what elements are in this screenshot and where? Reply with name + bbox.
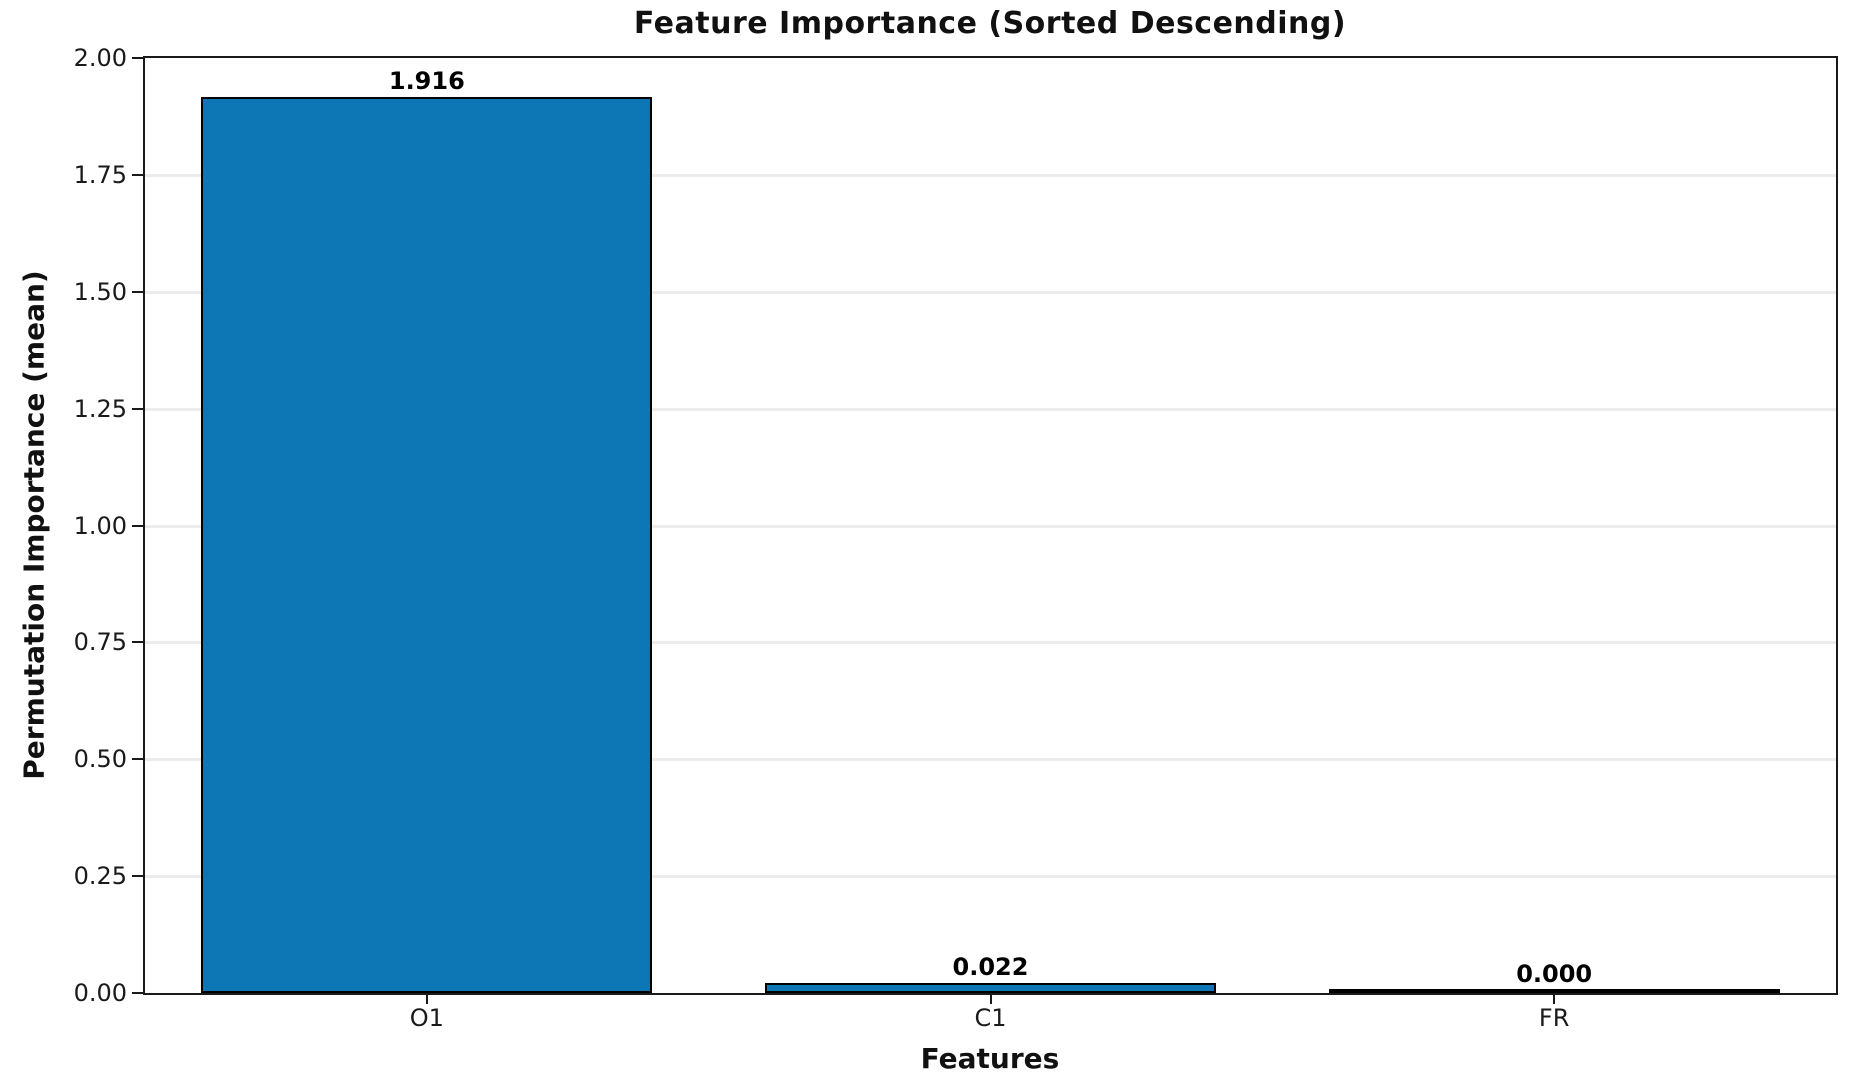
y-tick-label: 0.25	[73, 862, 127, 891]
x-tick-label: O1	[409, 1004, 444, 1032]
plot-area	[143, 56, 1838, 995]
y-tick-label: 1.75	[73, 160, 127, 189]
bar-value-label: 1.916	[388, 67, 465, 95]
gridline	[145, 758, 1836, 762]
gridline	[145, 875, 1836, 879]
y-tick-mark	[132, 875, 144, 878]
gridline	[145, 290, 1836, 294]
gridline	[145, 173, 1836, 177]
x-axis-label: Features	[920, 1042, 1060, 1075]
bar-value-label: 0.000	[1516, 960, 1593, 988]
y-tick-label: 0.50	[73, 745, 127, 774]
y-tick-mark	[132, 407, 144, 410]
gridline	[145, 407, 1836, 411]
y-tick-label: 0.75	[73, 628, 127, 657]
bar	[201, 97, 652, 993]
y-tick-label: 1.00	[73, 511, 127, 540]
x-tick-label: FR	[1538, 1004, 1570, 1032]
y-tick-mark	[132, 992, 144, 994]
y-tick-label: 0.00	[73, 979, 127, 1007]
y-tick-label: 1.25	[73, 394, 127, 423]
x-tick-mark	[990, 995, 992, 1004]
y-tick-mark	[132, 173, 144, 176]
y-tick-mark	[132, 758, 144, 761]
y-tick-label: 1.50	[73, 277, 127, 306]
y-tick-mark	[132, 57, 144, 59]
chart-title: Feature Importance (Sorted Descending)	[633, 6, 1347, 41]
y-tick-mark	[132, 524, 144, 527]
y-tick-label: 2.00	[73, 44, 127, 72]
x-tick-label: C1	[974, 1004, 1007, 1032]
bar	[1329, 989, 1780, 993]
bar-value-label: 0.022	[952, 953, 1029, 981]
bar	[765, 983, 1216, 993]
gridline	[145, 641, 1836, 645]
y-tick-mark	[132, 290, 144, 293]
x-tick-mark	[426, 995, 428, 1004]
gridline	[145, 524, 1836, 528]
x-tick-mark	[1553, 995, 1555, 1004]
y-tick-mark	[132, 641, 144, 644]
